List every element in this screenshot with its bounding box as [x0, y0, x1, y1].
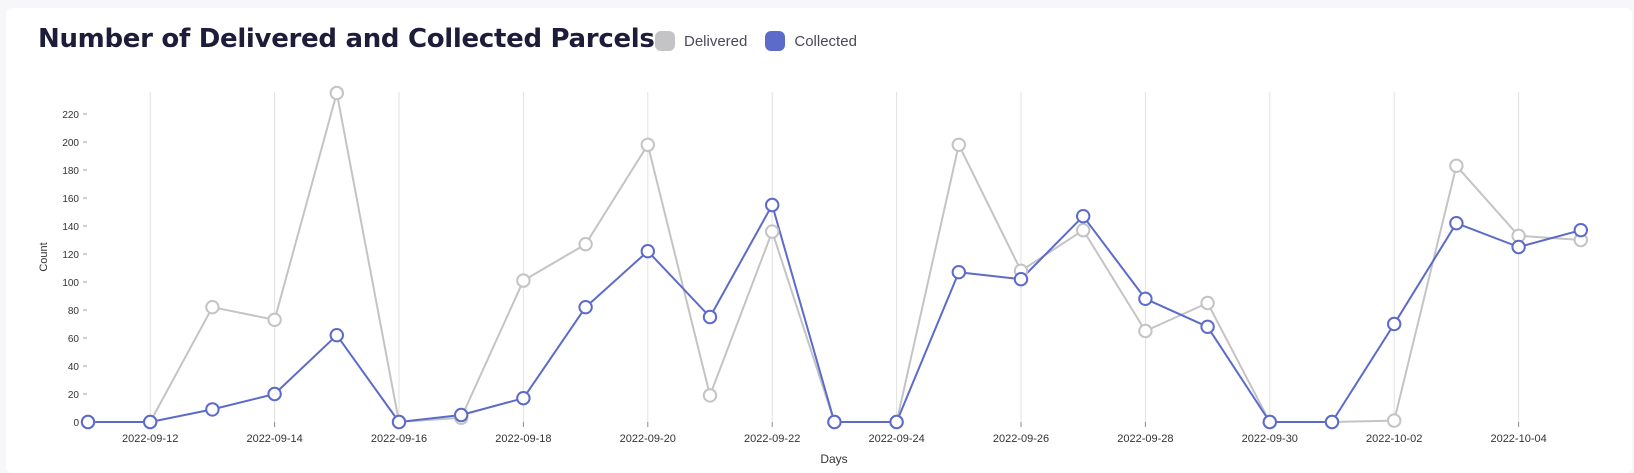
- series-points: [80, 85, 1589, 430]
- x-axis: 2022-09-12 2022-09-14 2022-09-16 2022-09-18…: [122, 422, 1547, 445]
- data-point-collected[interactable]: [1013, 272, 1029, 287]
- data-point-collected[interactable]: [1387, 316, 1402, 332]
- data-point-collected[interactable]: [578, 300, 593, 315]
- x-tick-label: 2022-09-26: [993, 433, 1049, 445]
- data-point-delivered[interactable]: [329, 85, 344, 101]
- legend: Delivered Collected: [655, 31, 875, 51]
- x-tick-label: 2022-09-12: [122, 433, 178, 445]
- series-line-delivered: [88, 92, 1581, 423]
- data-point-collected[interactable]: [1138, 291, 1153, 306]
- data-point-collected[interactable]: [80, 414, 96, 430]
- data-point-delivered[interactable]: [951, 137, 966, 153]
- data-point-delivered[interactable]: [640, 137, 655, 153]
- x-tick-label: 2022-09-20: [620, 433, 676, 445]
- y-tick-label: 80: [68, 306, 80, 317]
- series-lines: [88, 92, 1582, 423]
- x-tick-label: 2022-09-14: [246, 433, 302, 445]
- x-tick-label: 2022-09-16: [371, 433, 427, 445]
- data-point-delivered[interactable]: [702, 388, 718, 403]
- legend-item-delivered[interactable]: Delivered: [655, 31, 747, 51]
- y-tick-label: 40: [68, 362, 80, 373]
- x-tick-label: 2022-09-18: [495, 433, 551, 445]
- x-tick-label: 2022-09-30: [1242, 433, 1298, 445]
- x-tick-label: 2022-09-28: [1117, 433, 1173, 445]
- y-axis: 0 20 40 60 80 100 120 140 160 180 200 220: [62, 110, 87, 429]
- y-tick-label: 200: [62, 138, 79, 149]
- y-tick-label: 160: [62, 194, 79, 205]
- data-point-collected[interactable]: [889, 414, 904, 430]
- y-tick-label: 120: [62, 250, 79, 261]
- y-tick-label: 0: [73, 418, 79, 429]
- data-point-delivered[interactable]: [1138, 323, 1153, 339]
- data-point-collected[interactable]: [1573, 223, 1589, 238]
- data-point-collected[interactable]: [329, 328, 344, 343]
- legend-swatch-delivered: [655, 31, 675, 51]
- data-point-delivered[interactable]: [1449, 158, 1464, 174]
- y-tick-label: 220: [62, 110, 79, 121]
- data-point-delivered[interactable]: [205, 300, 220, 315]
- data-point-collected[interactable]: [1511, 239, 1526, 255]
- legend-item-collected[interactable]: Collected: [765, 31, 857, 51]
- x-axis-label: Days: [820, 452, 847, 466]
- y-tick-label: 20: [68, 390, 80, 401]
- data-point-collected[interactable]: [827, 414, 842, 430]
- x-tick-label: 2022-10-04: [1490, 433, 1546, 445]
- legend-label-delivered: Delivered: [684, 32, 748, 50]
- data-point-collected[interactable]: [1449, 216, 1464, 231]
- data-point-delivered[interactable]: [1200, 295, 1215, 311]
- data-point-collected[interactable]: [391, 414, 407, 430]
- data-point-collected[interactable]: [702, 309, 718, 325]
- y-tick-label: 180: [62, 166, 79, 177]
- data-point-delivered[interactable]: [578, 237, 593, 252]
- data-point-collected[interactable]: [267, 386, 282, 402]
- data-point-collected[interactable]: [205, 402, 220, 417]
- legend-label-collected: Collected: [794, 32, 857, 50]
- data-point-collected[interactable]: [143, 414, 158, 430]
- data-point-delivered[interactable]: [1387, 413, 1402, 428]
- series-line-collected: [88, 204, 1582, 423]
- data-point-delivered[interactable]: [765, 224, 780, 239]
- data-point-collected[interactable]: [516, 391, 531, 406]
- data-point-delivered[interactable]: [267, 312, 282, 327]
- x-tick-label: 2022-10-02: [1366, 433, 1422, 445]
- data-point-delivered[interactable]: [1076, 223, 1091, 238]
- data-point-collected[interactable]: [765, 197, 780, 213]
- y-tick-label: 60: [68, 334, 80, 345]
- grid-lines: [149, 92, 1520, 422]
- data-point-collected[interactable]: [1324, 414, 1340, 430]
- data-point-collected[interactable]: [454, 407, 469, 423]
- y-tick-label: 140: [62, 222, 79, 233]
- data-point-collected[interactable]: [1200, 319, 1215, 334]
- chart-title: Number of Delivered and Collected Parcel…: [38, 24, 655, 54]
- data-point-collected[interactable]: [1262, 414, 1278, 430]
- data-point-collected[interactable]: [1076, 209, 1091, 224]
- x-tick-label: 2022-09-22: [744, 433, 800, 445]
- y-axis-label: Count: [38, 242, 50, 271]
- data-point-collected[interactable]: [640, 244, 655, 259]
- x-tick-label: 2022-09-24: [868, 433, 924, 445]
- data-point-collected[interactable]: [951, 265, 966, 280]
- data-point-delivered[interactable]: [516, 273, 531, 288]
- y-tick-label: 100: [62, 278, 79, 289]
- legend-swatch-collected: [765, 31, 786, 51]
